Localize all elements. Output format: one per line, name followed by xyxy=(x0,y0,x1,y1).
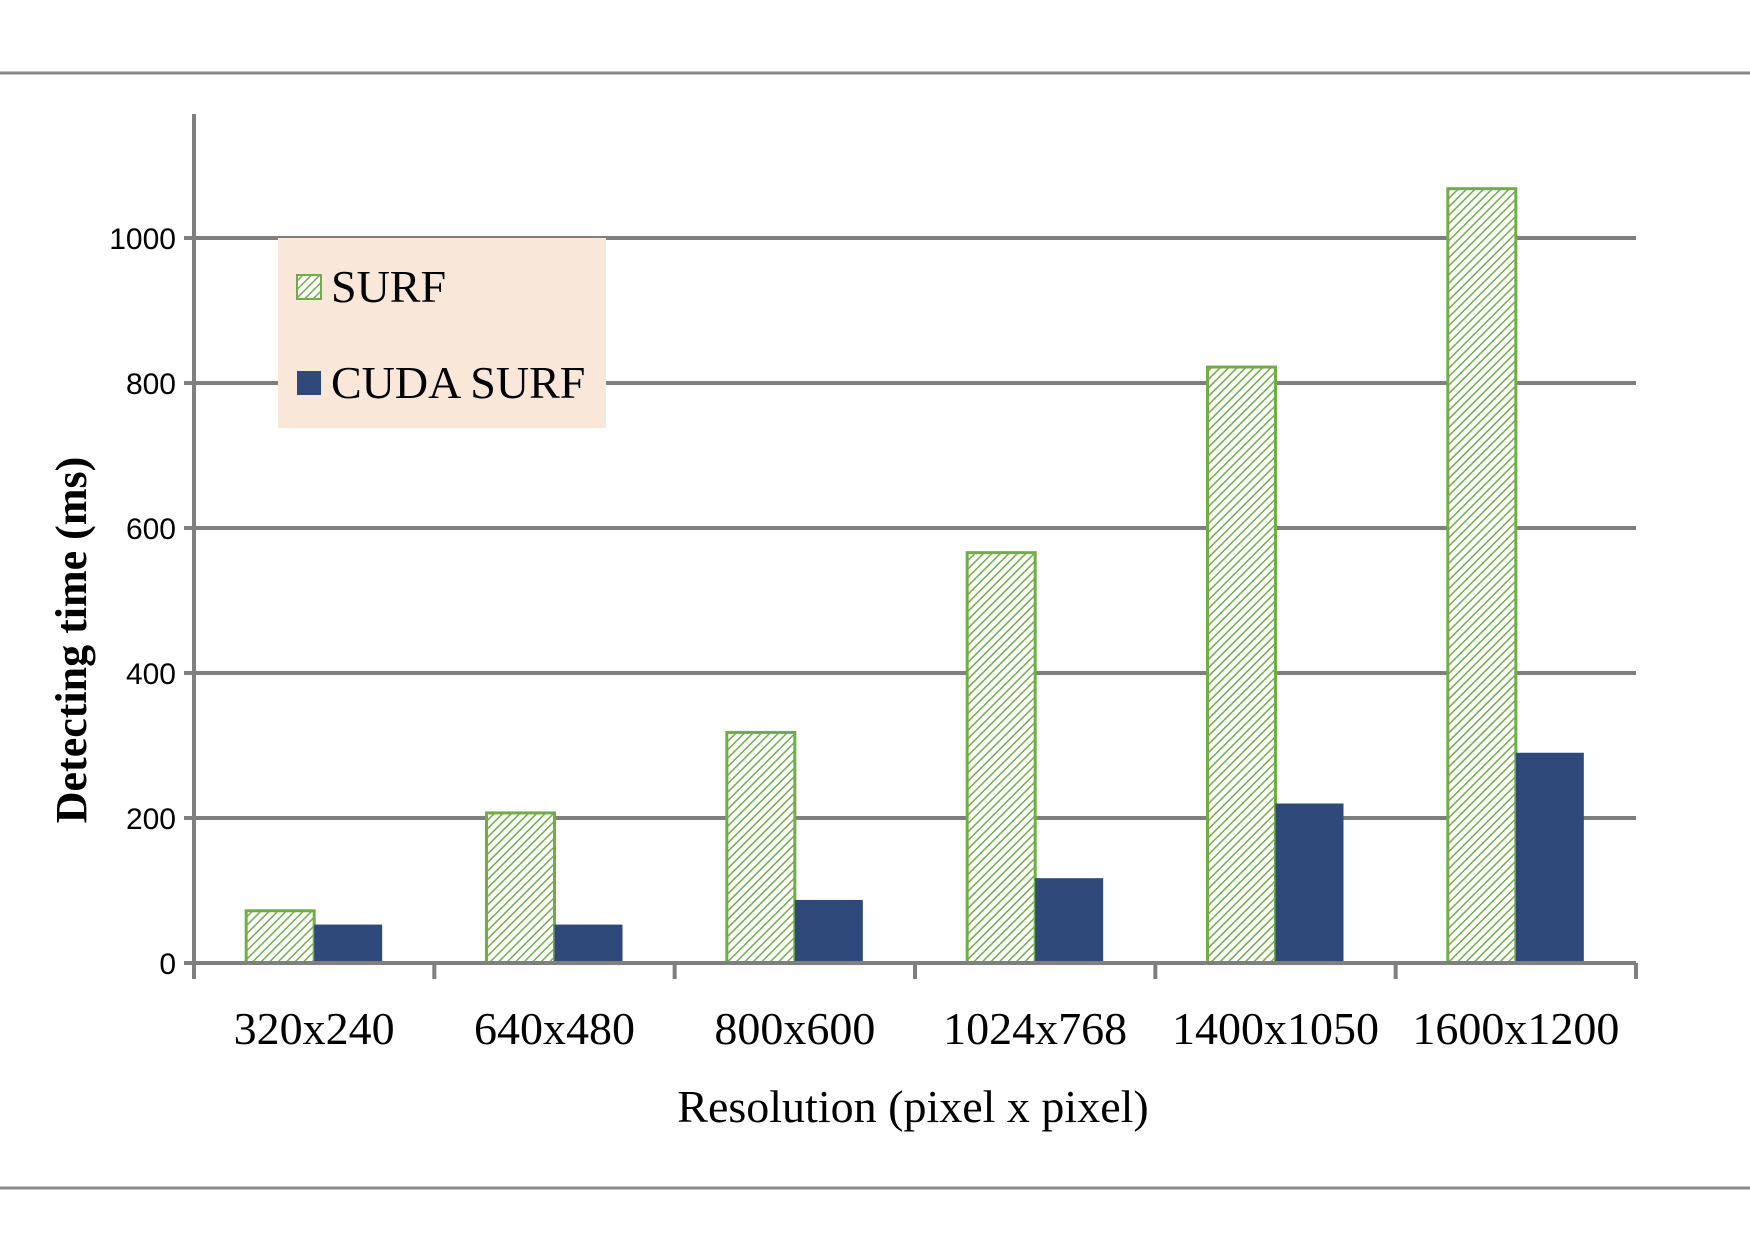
bar-cuda-surf-800x600 xyxy=(794,899,863,963)
legend: SURF CUDA SURF xyxy=(278,238,606,428)
bar-surf-320x240 xyxy=(244,909,316,965)
bar-surf-1400x1050 xyxy=(1206,365,1277,965)
legend-background xyxy=(278,238,606,428)
bar-cuda-surf-1400x1050 xyxy=(1275,803,1344,963)
x-tick-labels: 320x240 640x480 800x600 1024x768 1400x1050 16… xyxy=(234,1003,1620,1054)
y-tick-label-1000: 1000 xyxy=(109,223,176,256)
bars xyxy=(244,187,1584,965)
legend-swatch-cuda-surf xyxy=(297,371,321,395)
x-axis xyxy=(184,961,1638,979)
y-tick-label-200: 200 xyxy=(126,803,176,836)
bar-surf-1600x1200 xyxy=(1446,187,1518,965)
legend-label-surf: SURF xyxy=(331,261,446,312)
x-tick-label-320x240: 320x240 xyxy=(234,1003,395,1054)
y-axis-title: Detecting time (ms) xyxy=(47,457,96,824)
y-tick-label-600: 600 xyxy=(126,513,176,546)
y-tick-label-400: 400 xyxy=(126,658,176,691)
bar-surf-800x600 xyxy=(725,730,797,965)
y-tick-label-800: 800 xyxy=(126,368,176,401)
bar-cuda-surf-640x480 xyxy=(554,924,623,963)
y-tick-label-0: 0 xyxy=(159,948,176,981)
x-tick-label-1024x768: 1024x768 xyxy=(943,1003,1127,1054)
bar-cuda-surf-320x240 xyxy=(314,924,383,963)
bar-surf-640x480 xyxy=(485,811,556,965)
x-tick-label-800x600: 800x600 xyxy=(714,1003,875,1054)
y-tick-labels: 0 200 400 600 800 1000 xyxy=(109,223,176,981)
legend-swatch-surf xyxy=(296,274,322,300)
x-tick-label-640x480: 640x480 xyxy=(474,1003,635,1054)
x-axis-title: Resolution (pixel x pixel) xyxy=(677,1081,1148,1132)
bar-surf-1024x768 xyxy=(965,551,1037,965)
x-tick-label-1600x1200: 1600x1200 xyxy=(1412,1003,1619,1054)
legend-label-cuda-surf: CUDA SURF xyxy=(331,357,585,408)
bar-cuda-surf-1024x768 xyxy=(1035,878,1104,963)
x-tick-label-1400x1050: 1400x1050 xyxy=(1172,1003,1379,1054)
bar-cuda-surf-1600x1200 xyxy=(1515,752,1584,963)
